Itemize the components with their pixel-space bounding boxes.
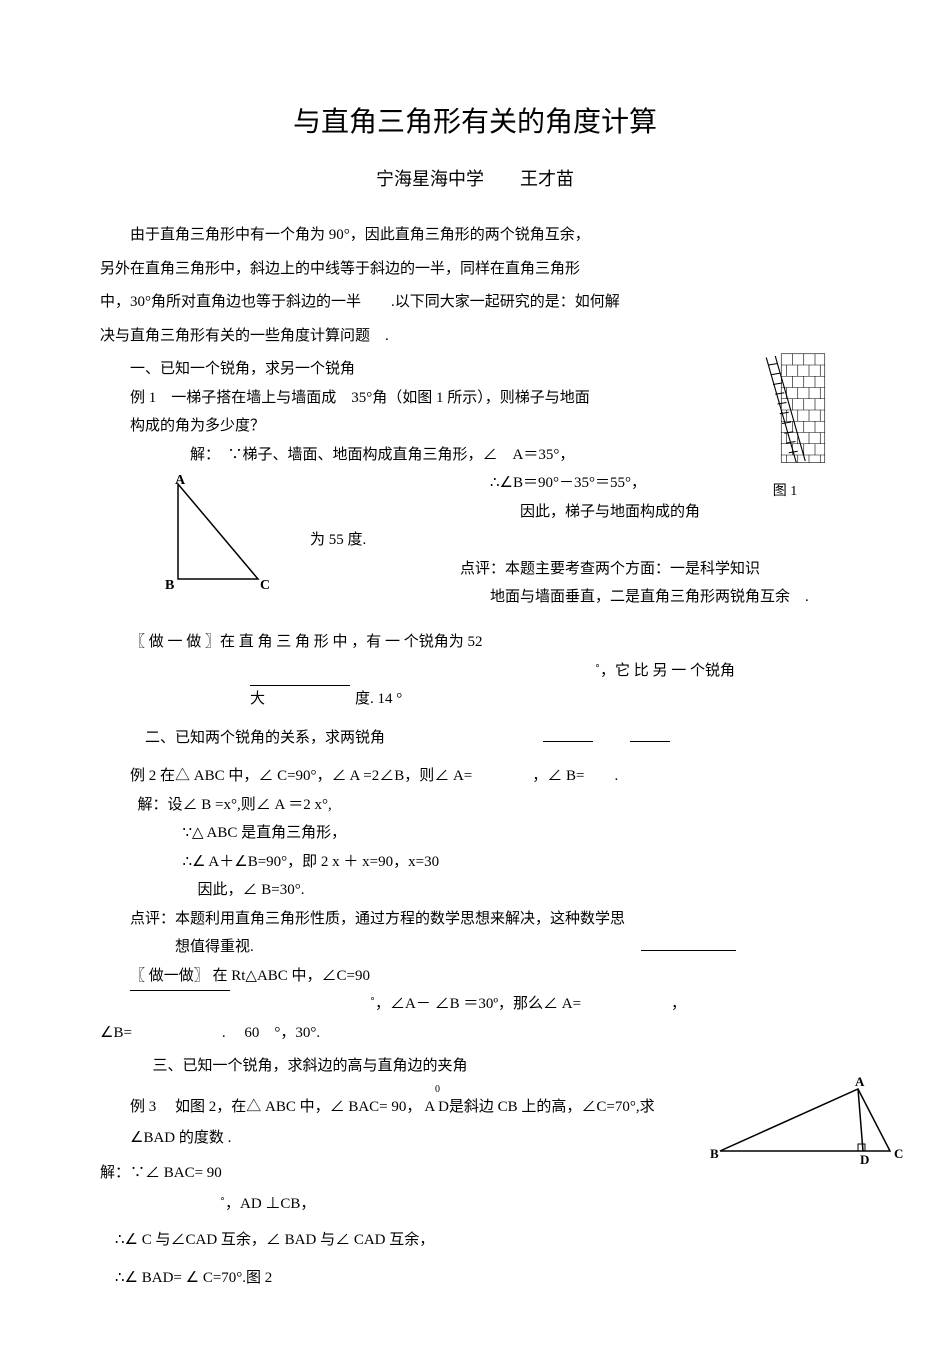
section-2-heading: 二、已知两个锐角的关系，求两锐角 [100, 724, 850, 753]
example-2-sol1: 解：设∠ B =x°,则∠ A ＝2 x°, [100, 791, 850, 820]
example-2-comment-cont-text: 想值得重视. [175, 939, 254, 955]
triangle-abc-figure: A B C [160, 474, 280, 599]
example-2-comment: 点评：本题利用直角三角形性质，通过方程的数学思想来解决，这种数学思 [100, 905, 850, 934]
triangle-figure-2: A B C D [710, 1076, 910, 1171]
svg-text:C: C [894, 1146, 903, 1161]
example-3-text: 例 3 如图 2，在△ ABC 中，∠ BAC= 90， A D是斜边 CB 上… [130, 1099, 655, 1115]
figure-1-caption: 图 1 [720, 480, 850, 500]
practice-1-answer: 大 度. 14 ° [100, 685, 850, 714]
figure-1-container: 图 1 [720, 350, 850, 500]
page-subtitle: 宁海星海中学 王才苗 [100, 165, 850, 191]
example-2-sol4: 因此，∠ B=30°. [100, 876, 850, 905]
practice-1-answer-text: 大 度. 14 ° [250, 691, 402, 707]
intro-p3: 中，30°角所对直角边也等于斜边的一半 .以下同大家一起研究的是：如何解 [100, 288, 850, 317]
svg-text:A: A [855, 1076, 865, 1089]
svg-text:B: B [710, 1146, 719, 1161]
practice-1: 〖 做 一 做 〗在 直 角 三 角 形 中 ，有 一 个锐角为 52 [100, 627, 850, 657]
svg-text:A: A [175, 474, 186, 488]
practice-2-text: 〖 做一做〗 在 Rt△ABC 中，∠C=90 [130, 968, 370, 984]
example-3-sol3: ∴∠ BAD= ∠ C=70°.图 2 [100, 1262, 850, 1295]
figure-1-wall-ladder [720, 350, 850, 470]
example-3-sol1-cont: ˚，AD ⊥CB， [100, 1190, 850, 1219]
example-3-sol2: ∴∠ C 与∠CAD 互余，∠ BAD 与∠ CAD 互余， [100, 1224, 850, 1257]
intro-p4: 决与直角三角形有关的一些角度计算问题 . [100, 322, 850, 351]
small-zero-sup: 0 [405, 1079, 440, 1101]
page-title: 与直角三角形有关的角度计算 [100, 100, 850, 140]
example-2-comment-cont: 想值得重视. [100, 933, 850, 962]
svg-text:C: C [260, 578, 270, 593]
practice-2-cont: ˚，∠A－ ∠B ＝30º，那么∠ A= ， [100, 990, 850, 1019]
example-2-sol3: ∴∠ A＋∠B=90°，即 2 x ＋ x=90，x=30 [100, 848, 850, 877]
svg-text:D: D [860, 1152, 869, 1166]
svg-text:B: B [165, 578, 174, 593]
practice-2: 〖 做一做〗 在 Rt△ABC 中，∠C=90 [100, 962, 850, 991]
intro-p2: 另外在直角三角形中，斜边上的中线等于斜边的一半，同样在直角三角形 [100, 255, 850, 284]
practice-1-cont: ˚，它 比 另 一 个锐角 [100, 657, 850, 686]
example-2: 例 2 在△ ABC 中，∠ C=90°，∠ A =2∠B，则∠ A= ，∠ B… [100, 762, 850, 791]
practice-2-answer: ∠B= . 60 °，30°. [100, 1019, 850, 1048]
example-2-sol2: ∵△ ABC 是直角三角形， [100, 819, 850, 848]
section-2-heading-text: 二、已知两个锐角的关系，求两锐角 [145, 730, 385, 746]
intro-p1: 由于直角三角形中有一个角为 90°，因此直角三角形的两个锐角互余， [100, 221, 850, 250]
